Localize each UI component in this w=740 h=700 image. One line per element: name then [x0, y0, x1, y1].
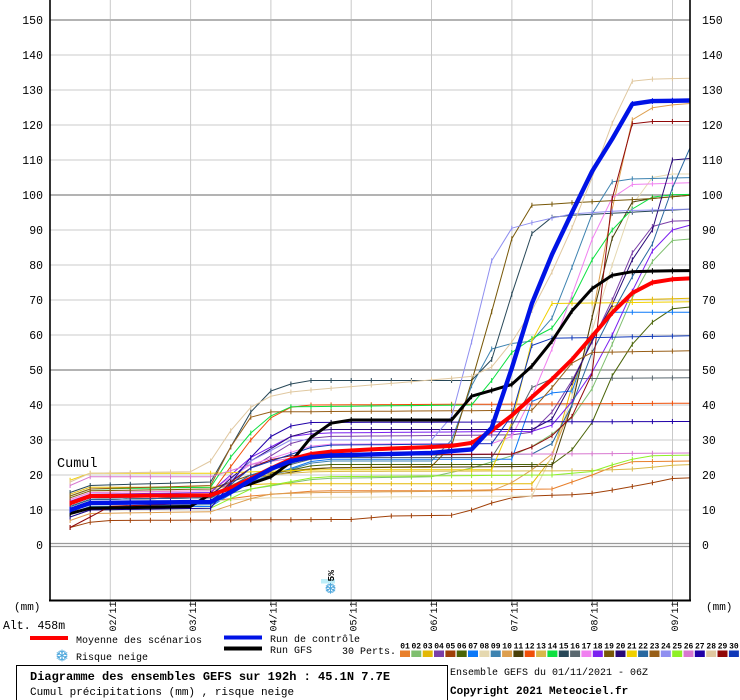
svg-text:0: 0	[702, 540, 709, 553]
svg-text:Alt. 458m: Alt. 458m	[3, 620, 65, 633]
svg-text:150: 150	[702, 15, 723, 28]
svg-text:08: 08	[480, 643, 490, 652]
svg-text:Moyenne des scénarios: Moyenne des scénarios	[76, 635, 202, 647]
svg-text:(mm): (mm)	[14, 602, 40, 614]
svg-text:29: 29	[718, 643, 728, 652]
svg-text:10: 10	[502, 643, 512, 652]
svg-text:19: 19	[604, 643, 614, 652]
svg-text:03: 03	[423, 643, 433, 652]
svg-text:(mm): (mm)	[706, 602, 732, 614]
svg-text:50: 50	[29, 365, 43, 378]
svg-text:30: 30	[702, 435, 716, 448]
svg-text:16: 16	[570, 643, 580, 652]
svg-text:03/11: 03/11	[188, 601, 200, 631]
svg-text:20: 20	[702, 470, 716, 483]
svg-text:90: 90	[29, 225, 43, 238]
svg-text:Risque neige: Risque neige	[76, 652, 148, 664]
svg-text:120: 120	[22, 120, 43, 133]
svg-text:100: 100	[22, 190, 43, 203]
svg-text:12: 12	[525, 643, 535, 652]
svg-text:15: 15	[559, 643, 569, 652]
svg-text:5%: 5%	[326, 570, 337, 582]
svg-text:04: 04	[434, 643, 444, 652]
svg-text:10: 10	[702, 505, 716, 518]
svg-text:18: 18	[593, 643, 603, 652]
svg-text:140: 140	[22, 50, 43, 63]
svg-text:22: 22	[638, 643, 648, 652]
svg-text:28: 28	[706, 643, 716, 652]
svg-text:07: 07	[468, 643, 478, 652]
svg-text:02: 02	[411, 643, 421, 652]
svg-text:05/11: 05/11	[349, 601, 361, 631]
svg-text:23: 23	[650, 643, 660, 652]
svg-text:25: 25	[672, 643, 682, 652]
svg-text:26: 26	[684, 643, 694, 652]
svg-text:140: 140	[702, 50, 723, 63]
svg-text:90: 90	[702, 225, 716, 238]
svg-text:24: 24	[661, 643, 671, 652]
svg-text:110: 110	[22, 155, 43, 168]
svg-text:27: 27	[695, 643, 705, 652]
svg-text:07/11: 07/11	[509, 601, 521, 631]
svg-text:14: 14	[548, 643, 558, 652]
svg-text:05: 05	[446, 643, 456, 652]
svg-text:40: 40	[702, 400, 716, 413]
svg-text:Cumul: Cumul	[57, 457, 98, 472]
svg-text:13: 13	[536, 643, 546, 652]
svg-text:Run GFS: Run GFS	[270, 646, 312, 657]
svg-text:06: 06	[457, 643, 467, 652]
svg-text:04/11: 04/11	[268, 601, 280, 631]
svg-text:Run de contrôle: Run de contrôle	[270, 634, 360, 646]
svg-text:50: 50	[702, 365, 716, 378]
svg-text:01: 01	[400, 643, 410, 652]
svg-text:0: 0	[36, 540, 43, 553]
svg-text:30: 30	[29, 435, 43, 448]
svg-text:20: 20	[29, 470, 43, 483]
svg-text:17: 17	[582, 643, 592, 652]
svg-text:20: 20	[616, 643, 626, 652]
svg-text:80: 80	[702, 260, 716, 273]
svg-text:10: 10	[29, 505, 43, 518]
svg-text:70: 70	[702, 295, 716, 308]
svg-text:02/11: 02/11	[108, 601, 120, 631]
svg-text:130: 130	[22, 85, 43, 98]
svg-text:60: 60	[29, 330, 43, 343]
svg-text:30 Perts.: 30 Perts.	[342, 647, 396, 658]
svg-text:80: 80	[29, 260, 43, 273]
svg-text:Cumul précipitations (mm) , ri: Cumul précipitations (mm) , risque neige	[30, 687, 294, 699]
svg-text:110: 110	[702, 155, 723, 168]
svg-text:06/11: 06/11	[429, 601, 441, 631]
svg-text:11: 11	[514, 643, 524, 652]
svg-text:08/11: 08/11	[590, 601, 602, 631]
svg-text:21: 21	[627, 643, 637, 652]
svg-text:70: 70	[29, 295, 43, 308]
svg-text:40: 40	[29, 400, 43, 413]
svg-text:Copyright 2021 Meteociel.fr: Copyright 2021 Meteociel.fr	[450, 686, 628, 698]
svg-text:60: 60	[702, 330, 716, 343]
svg-text:100: 100	[702, 190, 723, 203]
svg-text:09/11: 09/11	[670, 601, 682, 631]
svg-text:120: 120	[702, 120, 723, 133]
svg-text:130: 130	[702, 85, 723, 98]
svg-text:09: 09	[491, 643, 501, 652]
svg-text:Diagramme des ensembles GEFS s: Diagramme des ensembles GEFS sur 192h : …	[30, 670, 390, 684]
svg-text:Ensemble GEFS du 01/11/2021 -: Ensemble GEFS du 01/11/2021 - 06Z	[450, 667, 648, 679]
svg-text:150: 150	[22, 15, 43, 28]
svg-text:30: 30	[729, 643, 739, 652]
